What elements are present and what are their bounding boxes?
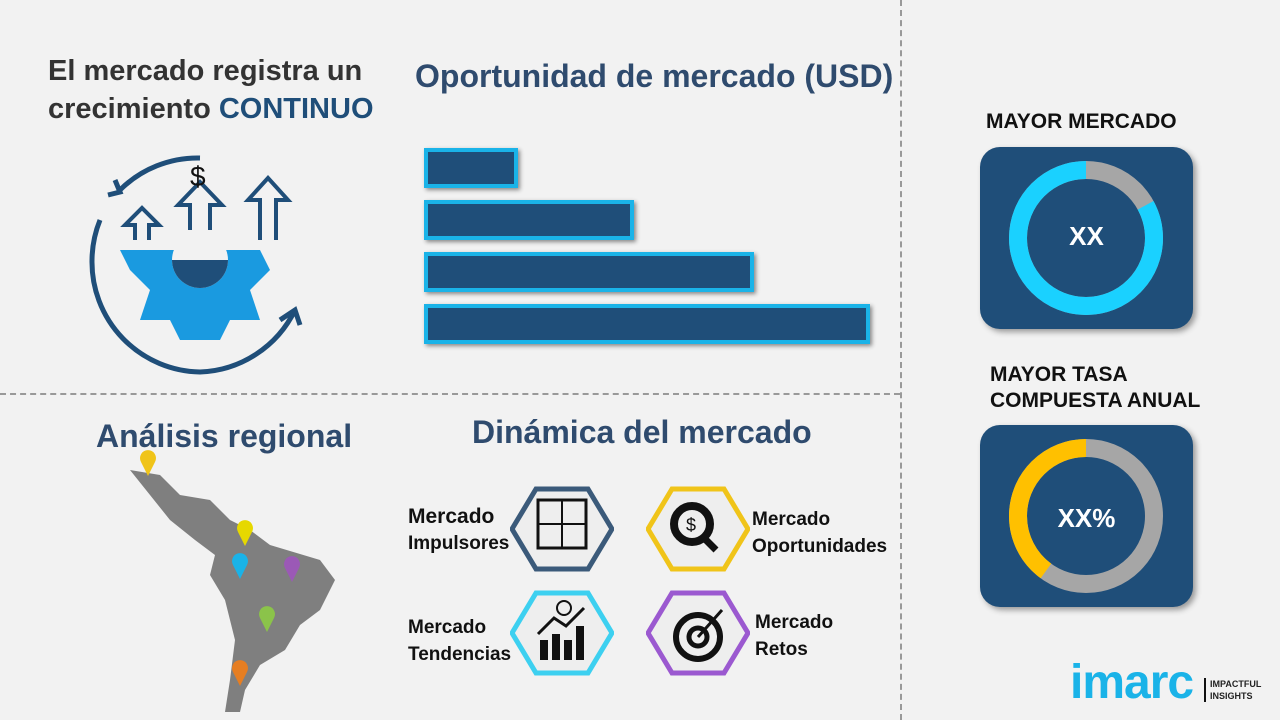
map-pin-icon [232,660,248,686]
opportunity-bar [424,200,634,240]
dynamic-item-impulsores: Mercado Impulsores [408,503,509,557]
horizontal-divider [0,393,900,395]
highest-cagr-title: MAYOR TASA COMPUESTA ANUAL [990,362,1200,414]
item-line1: Mercado [408,505,495,528]
largest-market-donut [1009,161,1163,315]
map-pin-icon [140,450,156,476]
regional-title: Análisis regional [96,418,353,454]
largest-market-value: XX [1069,221,1104,251]
map-pin-icon [259,606,275,632]
heading-line2: crecimiento CONTINUO [48,90,374,128]
donut-segment [1009,161,1163,315]
largest-market-title: MAYOR MERCADO [986,110,1177,133]
svg-text:$: $ [686,515,696,535]
donut-segment [1009,439,1163,593]
item-line1: Mercado [755,612,834,633]
item-line2: Tendencias [408,644,512,665]
opportunity-title: Oportunidad de mercado (USD) [415,58,894,94]
puzzle-icon [510,486,614,572]
map-pin-icon [232,553,248,579]
target-icon [646,590,750,676]
magnifier-dollar-icon: $ [646,486,750,572]
tagline-line2: INSIGHTS [1210,691,1253,701]
heading-highlight: CONTINUO [218,93,374,125]
heading-text: crecimiento [48,93,219,125]
highest-cagr-value: XX% [1057,503,1116,533]
opportunity-bar [424,304,870,344]
item-line1: Mercado [752,509,831,530]
item-line1: Mercado [408,617,487,638]
opportunity-bar [424,252,755,292]
title-line1: MAYOR TASA [990,363,1128,386]
growth-heading: El mercado registra un crecimiento CONTI… [48,52,374,128]
dollar-sign: $ [190,161,206,192]
growth-gear-icon: $ [89,155,303,375]
dynamics-title: Dinámica del mercado [472,414,812,450]
logo-tagline: IMPACTFUL INSIGHTS [1204,678,1261,702]
heading-line1: El mercado registra un [48,55,363,87]
title-line2: COMPUESTA ANUAL [990,389,1201,412]
highest-cagr-card: XX% [980,425,1193,607]
highest-cagr-donut [1009,439,1163,593]
map-pin-icon [237,520,253,546]
vertical-divider [900,0,902,720]
dynamic-item-retos: Mercado Retos [755,609,833,663]
dynamic-item-tendencias: Mercado Tendencias [408,614,511,668]
dynamic-item-oportunidades: Mercado Oportunidades [752,506,887,560]
item-line2: Retos [755,639,808,660]
map-pin-icon [284,556,300,582]
item-line2: Oportunidades [752,536,888,557]
imarc-logo: imarc [1070,656,1194,709]
opportunity-bar [424,148,518,188]
tagline-line1: IMPACTFUL [1210,679,1262,689]
latin-america-map [130,450,335,712]
largest-market-card: XX [980,147,1193,329]
item-line2: Impulsores [408,533,510,554]
growth-chart-icon [510,590,614,676]
